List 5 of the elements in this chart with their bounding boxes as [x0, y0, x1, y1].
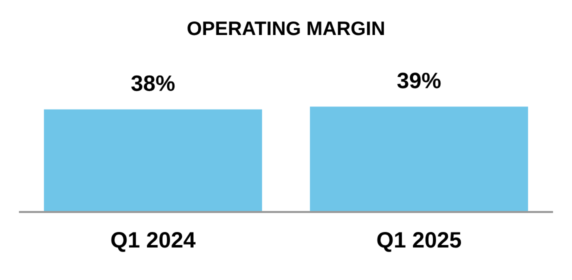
x-tick-label: Q1 2025	[377, 232, 462, 252]
data-label: 38%	[131, 75, 175, 92]
chart-title: OPERATING MARGIN	[188, 21, 384, 36]
x-tick-label: Q1 2024	[111, 232, 196, 252]
data-label: 39%	[397, 72, 441, 88]
